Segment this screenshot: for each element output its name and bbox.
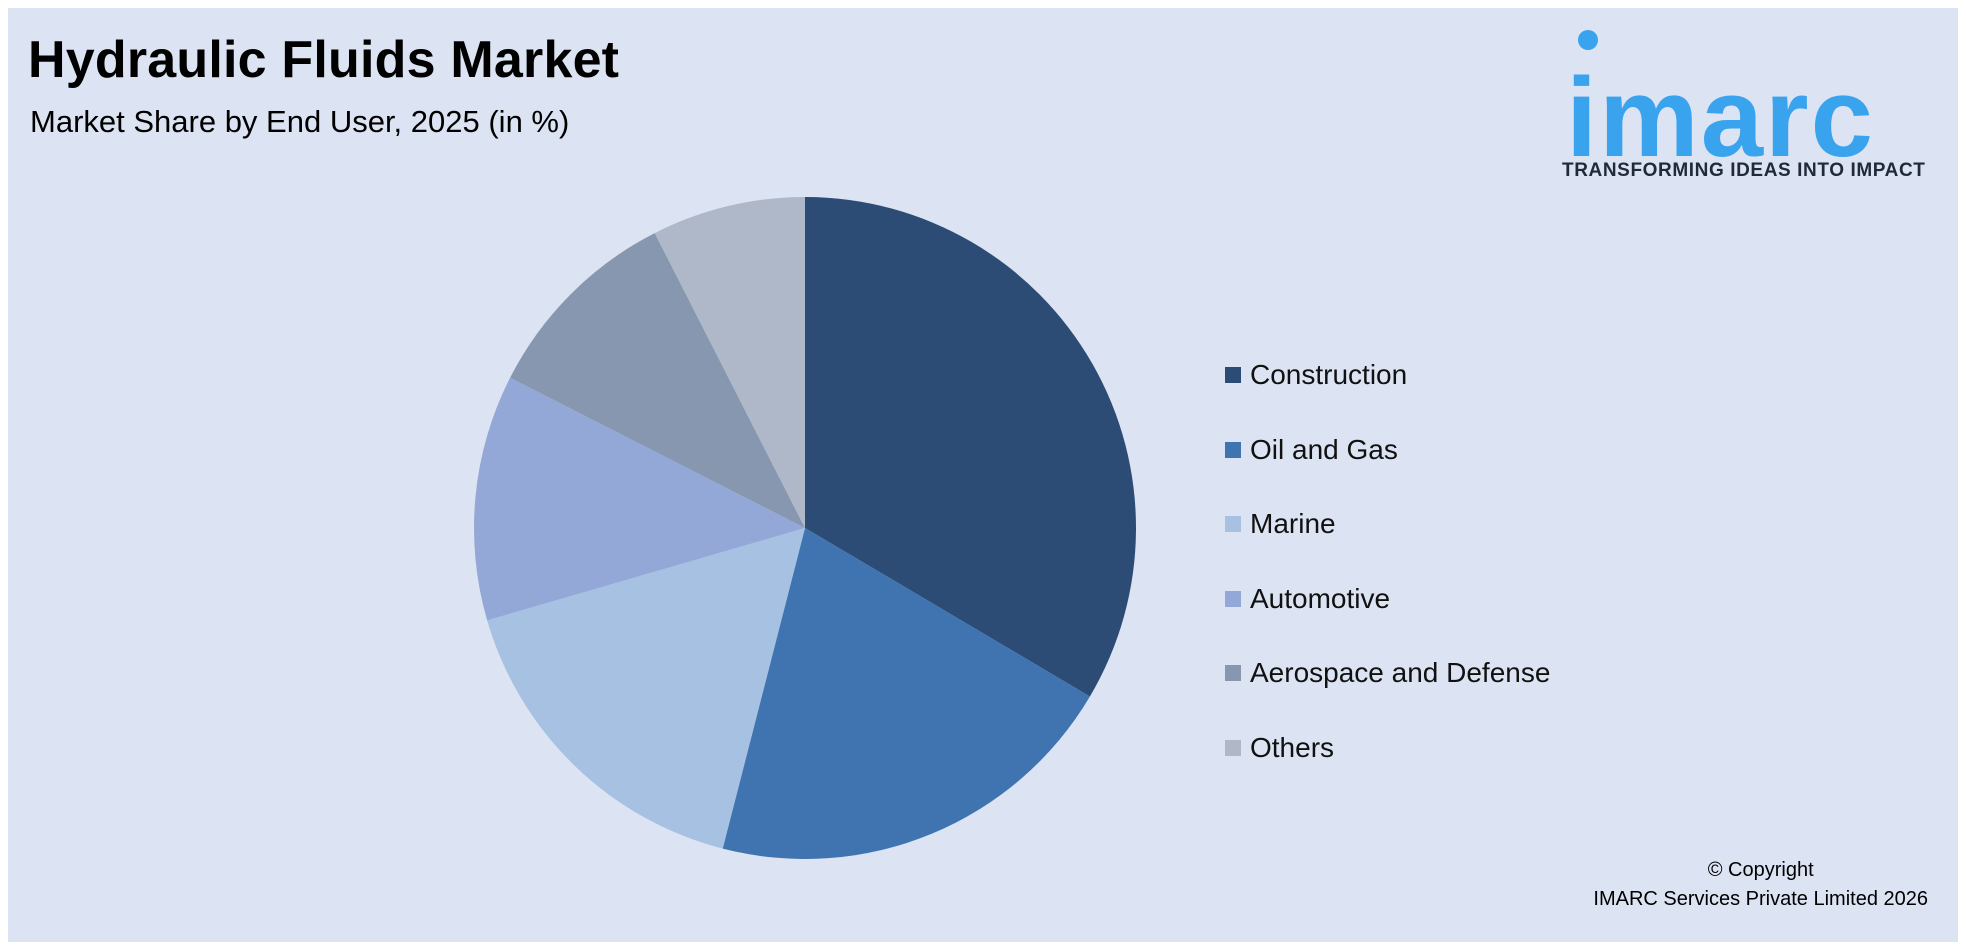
legend-label-oil-and-gas: Oil and Gas <box>1250 433 1398 465</box>
copyright-notice: © Copyright IMARC Services Private Limit… <box>1593 856 1928 914</box>
legend-swatch-oil-and-gas <box>1225 441 1241 458</box>
legend-label-others: Others <box>1250 731 1335 763</box>
chart-legend: Construction Oil and Gas Marine Automotive A… <box>1225 338 1550 785</box>
chart-subtitle: Market Share by End User, 2025 (in %) <box>30 104 570 139</box>
imarc-logo: imarc TRANSFORMING IDEAS INTO IMPACT <box>1560 22 1940 182</box>
logo-tagline: TRANSFORMING IDEAS INTO IMPACT <box>1562 160 1926 181</box>
pie-slice-marine <box>487 528 805 849</box>
logo-dot-icon <box>1578 30 1598 50</box>
copyright-line-2: IMARC Services Private Limited 2026 <box>1593 888 1928 910</box>
legend-item-automotive: Automotive <box>1225 562 1550 637</box>
legend-swatch-automotive <box>1225 590 1241 607</box>
legend-item-others: Others <box>1225 711 1550 786</box>
legend-swatch-construction <box>1225 367 1241 384</box>
pie-slice-construction <box>805 196 1137 697</box>
legend-item-construction: Construction <box>1225 338 1550 413</box>
legend-item-oil-and-gas: Oil and Gas <box>1225 413 1550 488</box>
logo-wordmark: imarc <box>1566 55 1875 180</box>
legend-label-aerospace-and-defense: Aerospace and Defense <box>1250 657 1551 689</box>
legend-swatch-marine <box>1225 516 1241 533</box>
chart-title: Hydraulic Fluids Market <box>28 31 620 89</box>
legend-swatch-others <box>1225 739 1241 756</box>
pie-slice-aerospace-and-defense <box>510 233 805 528</box>
pie-slice-others <box>654 197 805 528</box>
legend-label-marine: Marine <box>1250 508 1336 540</box>
legend-item-marine: Marine <box>1225 487 1550 562</box>
legend-item-aerospace-and-defense: Aerospace and Defense <box>1225 636 1550 711</box>
legend-label-construction: Construction <box>1250 359 1408 391</box>
legend-swatch-aerospace-and-defense <box>1225 665 1241 682</box>
pie-slice-automotive <box>473 377 805 621</box>
copyright-line-1: © Copyright <box>1707 859 1814 881</box>
pie-slice-oil-and-gas <box>722 528 1090 860</box>
legend-label-automotive: Automotive <box>1250 582 1391 614</box>
